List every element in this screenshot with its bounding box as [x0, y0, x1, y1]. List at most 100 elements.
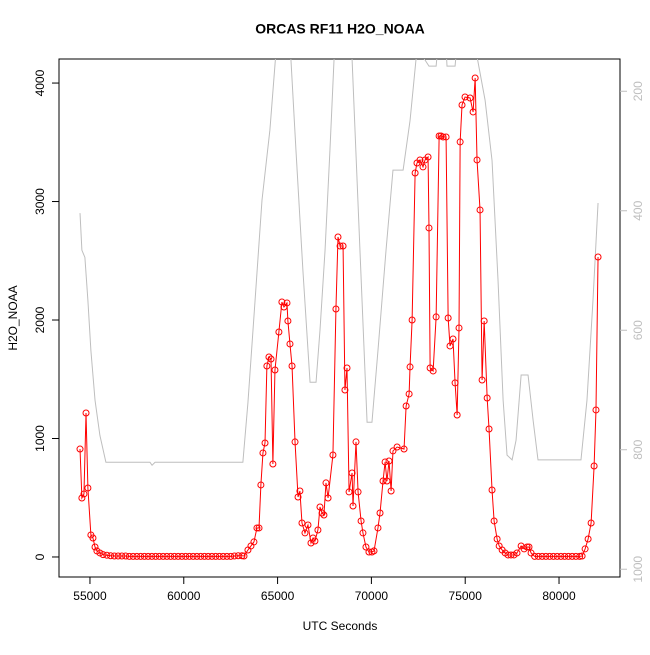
data-point: [78, 494, 86, 502]
data-point: [348, 469, 356, 477]
data-point: [473, 156, 481, 164]
data-point: [435, 132, 443, 140]
data-point: [286, 340, 294, 348]
data-point: [584, 535, 592, 543]
data-point: [370, 547, 378, 555]
data-point: [227, 552, 235, 560]
data-point: [163, 552, 171, 560]
data-point: [129, 552, 137, 560]
data-point: [439, 133, 447, 141]
data-point: [592, 406, 600, 414]
x-tick-label: 80000: [542, 589, 576, 603]
data-point: [400, 445, 408, 453]
data-point: [444, 314, 452, 322]
data-point: [359, 529, 367, 537]
data-point: [343, 364, 351, 372]
x-axis-label: UTC Seconds: [303, 619, 378, 633]
data-point: [240, 552, 248, 560]
data-point: [208, 552, 216, 560]
data-point: [140, 552, 148, 560]
data-point: [125, 552, 133, 560]
y2-tick-label: 400: [631, 200, 645, 220]
data-point: [581, 545, 589, 553]
data-point: [324, 494, 332, 502]
data-point: [349, 502, 357, 510]
data-point: [352, 438, 360, 446]
data-point: [223, 552, 231, 560]
data-point: [253, 524, 261, 532]
data-point: [453, 411, 461, 419]
data-point: [523, 543, 531, 551]
data-point: [549, 552, 557, 560]
data-point: [362, 543, 370, 551]
data-point: [322, 479, 330, 487]
data-point: [576, 552, 584, 560]
y2-tick-label: 1000: [631, 556, 645, 583]
data-point: [155, 552, 163, 560]
x-tick-label: 75000: [449, 589, 483, 603]
data-point: [383, 477, 391, 485]
data-point: [387, 487, 395, 495]
data-point: [284, 317, 292, 325]
data-point: [594, 253, 602, 261]
data-point: [408, 316, 416, 324]
data-point: [488, 486, 496, 494]
data-point: [442, 133, 450, 141]
data-point: [365, 548, 373, 556]
x-tick-label: 60000: [167, 589, 201, 603]
data-point: [269, 460, 277, 468]
data-point: [189, 552, 197, 560]
data-point: [449, 335, 457, 343]
data-point: [416, 156, 424, 164]
data-point: [193, 552, 201, 560]
data-point: [298, 519, 306, 527]
data-point: [393, 443, 401, 451]
data-point: [456, 138, 464, 146]
data-point: [389, 447, 397, 455]
data-point: [557, 552, 565, 560]
data-point: [182, 552, 190, 560]
data-point: [553, 552, 561, 560]
data-point: [374, 524, 382, 532]
data-point: [174, 552, 182, 560]
data-point: [525, 543, 533, 551]
plot-frame: [58, 58, 621, 578]
data-point: [411, 169, 419, 177]
data-point: [446, 342, 454, 350]
data-point: [114, 552, 122, 560]
data-point: [493, 535, 501, 543]
y2-tick-label: 200: [631, 81, 645, 101]
data-point: [424, 153, 432, 161]
data-point: [185, 552, 193, 560]
y2-tick-label: 600: [631, 320, 645, 340]
data-point: [590, 462, 598, 470]
data-point: [291, 438, 299, 446]
x-tick-label: 55000: [73, 589, 107, 603]
data-point: [318, 509, 326, 517]
data-point: [513, 549, 521, 557]
data-point: [480, 317, 488, 325]
data-point: [197, 552, 205, 560]
data-point: [531, 552, 539, 560]
data-point: [215, 552, 223, 560]
data-point: [381, 458, 389, 466]
y-tick-label: 3000: [33, 188, 47, 215]
data-point: [110, 552, 118, 560]
data-point: [107, 552, 115, 560]
data-point: [471, 74, 479, 82]
data-point: [432, 313, 440, 321]
data-point: [148, 552, 156, 560]
data-point: [200, 552, 208, 560]
data-point: [170, 552, 178, 560]
data-point: [455, 324, 463, 332]
data-point: [466, 94, 474, 102]
data-point: [255, 524, 263, 532]
y-tick-label: 2000: [33, 306, 47, 333]
data-point: [250, 538, 258, 546]
data-point: [538, 552, 546, 560]
data-point: [122, 552, 130, 560]
data-point: [316, 503, 324, 511]
x-tick-label: 65000: [261, 589, 295, 603]
chart-title: ORCAS RF11 H2O_NOAA: [255, 21, 425, 37]
